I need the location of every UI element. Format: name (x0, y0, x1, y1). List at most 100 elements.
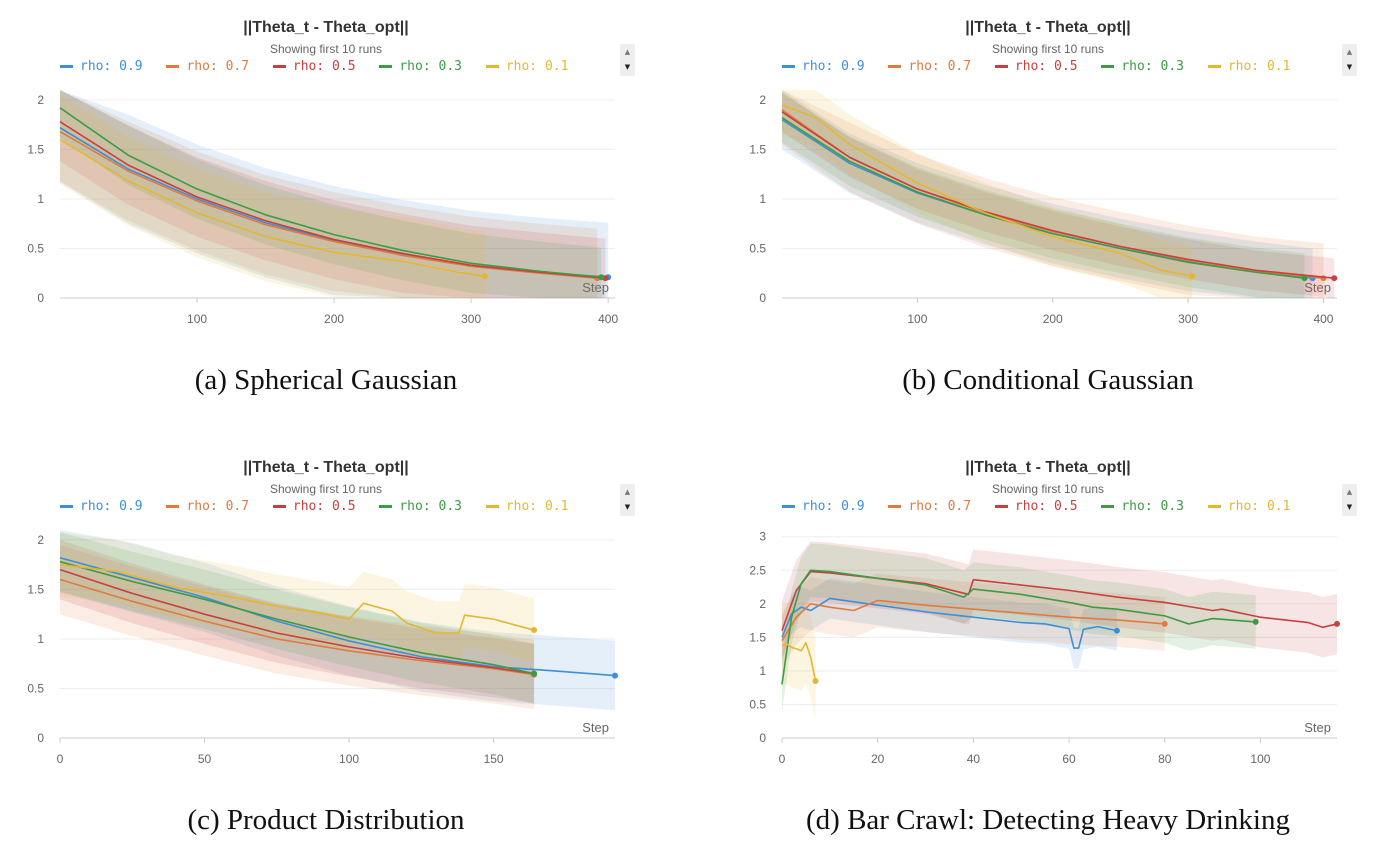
series-end-point[interactable] (812, 677, 819, 684)
y-tick-label: 1.5 (27, 582, 44, 596)
legend: rho: 0.9 rho: 0.7 rho: 0.5 rho: 0.3 rho:… (782, 59, 1306, 74)
legend-item-rho-0-5[interactable]: rho: 0.5 (994, 59, 1078, 74)
x-tick-label: 40 (967, 752, 981, 766)
confidence-band-rho-0-9 (782, 578, 1117, 669)
y-tick-label: 1 (37, 632, 44, 646)
legend-item-rho-0-3[interactable]: rho: 0.3 (379, 499, 462, 514)
series-line-rho-0-3[interactable] (59, 107, 602, 278)
series-end-point[interactable] (531, 627, 538, 634)
series-line-rho-0-9[interactable] (59, 556, 616, 677)
legend-item-rho-0-1[interactable]: rho: 0.1 (485, 499, 568, 514)
x-tick-label: 150 (484, 752, 504, 766)
legend-item-rho-0-3[interactable]: rho: 0.3 (1101, 59, 1184, 74)
x-tick-label: 400 (1313, 312, 1333, 326)
legend-scroll[interactable]: ▲ ▼ (620, 44, 635, 76)
legend-item-rho-0-7[interactable]: rho: 0.7 (166, 59, 249, 74)
confidence-band-rho-0-1 (60, 94, 485, 298)
series-end-point[interactable] (1189, 273, 1196, 280)
x-axis-label: Step (582, 280, 609, 295)
legend-item-rho-0-9[interactable]: rho: 0.9 (60, 499, 143, 514)
series-line-rho-0-5[interactable] (59, 121, 606, 279)
y-tick-label: 0 (759, 291, 766, 305)
figure-caption: (c) Product Distribution (187, 804, 465, 836)
legend-item-rho-0-7[interactable]: rho: 0.7 (888, 499, 971, 514)
chart-title: ||Theta_t - Theta_opt|| (965, 459, 1131, 476)
series-end-point[interactable] (481, 273, 488, 280)
legend-item-rho-0-5[interactable]: rho: 0.5 (994, 499, 1078, 514)
confidence-band-rho-0-5 (60, 539, 535, 704)
series-line-rho-0-7[interactable] (781, 599, 1165, 642)
y-tick-label: 1.5 (27, 142, 44, 156)
scroll-down-icon[interactable]: ▼ (1346, 63, 1353, 71)
series-line-rho-0-3[interactable] (781, 569, 1256, 685)
legend-item-rho-0-1[interactable]: rho: 0.1 (1207, 499, 1290, 514)
series-line-rho-0-1[interactable] (781, 104, 1193, 277)
confidence-band-rho-0-9 (782, 90, 1313, 298)
legend-scroll[interactable]: ▲ ▼ (1342, 484, 1357, 516)
legend-label: rho: 0.1 (505, 59, 569, 74)
legend-label: rho: 0.7 (186, 499, 250, 514)
series-end-point[interactable] (1331, 275, 1338, 282)
series-line-rho-0-5[interactable] (59, 568, 535, 675)
legend-scroll[interactable]: ▲ ▼ (1342, 44, 1357, 76)
scroll-up-icon[interactable]: ▲ (1346, 488, 1353, 496)
legend-item-rho-0-9[interactable]: rho: 0.9 (782, 59, 865, 74)
y-tick-label: 3 (759, 530, 766, 544)
panel-c: 0 0.5 1 1.5 2 0 50 100 150 Step ||Theta_t - Theta… (0, 440, 688, 859)
y-tick-label: 1 (37, 192, 44, 206)
series-end-point[interactable] (612, 672, 618, 679)
series-end-point[interactable] (1334, 620, 1340, 627)
x-tick-label: 20 (871, 752, 885, 766)
confidence-band-rho-0-3 (782, 543, 1256, 712)
chart-panel-b: 0 0.5 1 1.5 2 100 200 300 400 Step (749, 90, 1338, 326)
series-end-point[interactable] (1161, 620, 1168, 627)
legend-item-rho-0-1[interactable]: rho: 0.1 (485, 59, 569, 74)
legend-item-rho-0-7[interactable]: rho: 0.7 (166, 499, 249, 514)
x-tick-label: 300 (1178, 312, 1198, 326)
scroll-up-icon[interactable]: ▲ (624, 48, 631, 56)
series-end-point[interactable] (1252, 618, 1259, 625)
y-tick-label: 0.5 (749, 697, 766, 711)
series-end-point[interactable] (598, 274, 605, 281)
legend-swatch (782, 505, 795, 508)
scroll-up-icon[interactable]: ▲ (1346, 48, 1353, 56)
series-end-point[interactable] (1113, 627, 1120, 634)
y-tick-label: 1 (759, 192, 766, 206)
legend-item-rho-0-3[interactable]: rho: 0.3 (379, 59, 462, 74)
x-axis-label: Step (582, 720, 609, 735)
series-end-point[interactable] (1301, 275, 1308, 282)
x-tick-label: 60 (1062, 752, 1076, 766)
series-line-rho-0-5[interactable] (781, 111, 1335, 279)
legend-item-rho-0-7[interactable]: rho: 0.7 (888, 59, 971, 74)
chart-panel-a: 0 0.5 1 1.5 2 100 200 300 400 Step (27, 90, 618, 326)
y-tick-label: 0 (759, 731, 766, 745)
legend: rho: 0.9 rho: 0.7 rho: 0.5 rho: 0.3 rho:… (782, 499, 1306, 514)
legend-item-rho-0-1[interactable]: rho: 0.1 (1207, 59, 1290, 74)
legend-item-rho-0-5[interactable]: rho: 0.5 (272, 499, 356, 514)
series-line-rho-0-3[interactable] (59, 560, 535, 675)
scroll-down-icon[interactable]: ▼ (1346, 503, 1353, 511)
legend-item-rho-0-3[interactable]: rho: 0.3 (1101, 499, 1184, 514)
legend-item-rho-0-9[interactable]: rho: 0.9 (60, 59, 143, 74)
series-end-point[interactable] (531, 670, 538, 677)
scroll-down-icon[interactable]: ▼ (624, 503, 631, 511)
legend-scroll[interactable]: ▲ ▼ (620, 484, 635, 516)
series-line-rho-0-1[interactable] (59, 563, 535, 634)
x-tick-label: 0 (57, 752, 64, 766)
series-line-rho-0-7[interactable] (59, 130, 598, 279)
series-line-rho-0-7[interactable] (59, 578, 535, 676)
scroll-down-icon[interactable]: ▼ (624, 63, 631, 71)
y-tick-label: 0.5 (27, 241, 44, 255)
scroll-up-icon[interactable]: ▲ (624, 488, 631, 496)
legend-label: rho: 0.5 (292, 59, 356, 74)
series-line-rho-0-1[interactable] (781, 641, 817, 682)
legend-item-rho-0-5[interactable]: rho: 0.5 (272, 59, 356, 74)
confidence-band-rho-0-5 (782, 91, 1335, 298)
series-line-rho-0-5[interactable] (781, 570, 1338, 631)
legend-label: rho: 0.3 (1121, 499, 1184, 514)
legend-swatch (60, 65, 73, 68)
series-line-rho-0-1[interactable] (59, 138, 485, 278)
legend-item-rho-0-9[interactable]: rho: 0.9 (782, 499, 865, 514)
series-line-rho-0-3[interactable] (781, 117, 1305, 279)
y-tick-label: 2 (759, 597, 766, 611)
